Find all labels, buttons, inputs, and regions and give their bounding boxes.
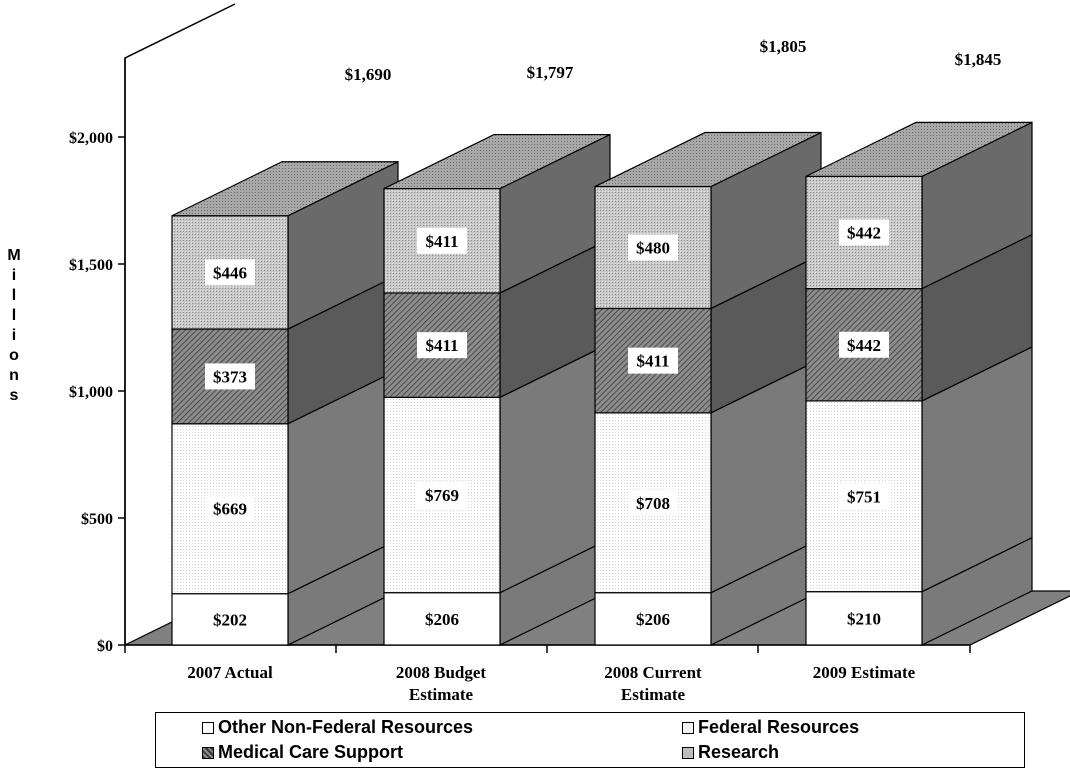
data-label-box-medical-care-support-2009-estimate: [839, 331, 889, 358]
legend-label-research: Research: [698, 742, 780, 762]
data-label-medical-care-support-2009-estimate: $442: [847, 336, 881, 355]
total-label-2008-current-estimate: $1,805: [760, 37, 807, 56]
y-tick-label-3: $1,500: [69, 257, 113, 274]
data-label-box-research-2008-current-estimate: [628, 234, 678, 261]
y-tick-label-0: $0: [97, 638, 113, 655]
legend-label-federal: Federal Resources: [698, 717, 860, 737]
legend-item-research: Research: [682, 742, 779, 763]
data-label-box-research-2007-actual: [205, 259, 255, 286]
legend-swatch-federal: [682, 721, 694, 734]
category-label-2008-current-estimate-line-1: Estimate: [621, 685, 686, 704]
y-axis-label-letter-0: M: [7, 247, 20, 264]
y-axis-label-letter-4: i: [12, 327, 16, 344]
data-label-other-non-federal-resources-2008-current-estimate: $206: [636, 610, 670, 629]
y-tick-label-2: $1,000: [69, 384, 113, 401]
data-label-medical-care-support-2007-actual: $373: [213, 367, 247, 386]
bar-other-non-federal-resources-2009-estimate: [805, 591, 923, 646]
data-label-box-medical-care-support-2007-actual: [205, 363, 255, 390]
data-label-other-non-federal-resources-2008-budget-estimate: $206: [425, 610, 459, 629]
category-label-2008-budget-estimate-line-0: 2008 Budget: [396, 663, 487, 682]
data-label-research-2008-current-estimate: $480: [636, 238, 670, 257]
data-label-box-federal-resources-2007-actual: [205, 495, 255, 522]
category-label-2009-estimate: 2009 Estimate: [813, 663, 916, 682]
legend: Other Non-Federal Resources Federal Reso…: [155, 712, 1025, 768]
y-tick-label-1: $500: [81, 511, 113, 528]
data-label-box-research-2009-estimate: [839, 219, 889, 246]
legend-label-other-non-federal: Other Non-Federal Resources: [218, 717, 474, 737]
legend-item-other-non-federal: Other Non-Federal Resources: [202, 717, 473, 738]
y-axis-label-letter-3: l: [12, 307, 16, 324]
y-axis-label-letter-5: o: [9, 347, 19, 364]
total-label-2009-estimate: $1,845: [955, 50, 1002, 69]
bar-top-2007-actual: [171, 161, 399, 217]
data-label-other-non-federal-resources-2007-actual: $202: [213, 610, 247, 629]
data-label-research-2008-budget-estimate: $411: [425, 232, 458, 251]
data-label-box-medical-care-support-2008-budget-estimate: [417, 332, 467, 359]
data-label-federal-resources-2008-budget-estimate: $769: [425, 486, 459, 505]
category-label-2008-budget-estimate-line-1: Estimate: [409, 685, 474, 704]
data-label-federal-resources-2007-actual: $669: [213, 500, 247, 519]
total-label-2007-actual: $1,690: [345, 65, 392, 84]
bar-other-non-federal-resources-2007-actual: [171, 593, 289, 646]
legend-swatch-research: [682, 746, 694, 759]
data-label-medical-care-support-2008-budget-estimate: $411: [425, 336, 458, 355]
data-label-research-2009-estimate: $442: [847, 224, 881, 243]
bar-top-2008-current-estimate: [594, 131, 822, 188]
data-label-box-federal-resources-2009-estimate: [839, 483, 889, 510]
bar-top-2008-budget-estimate: [383, 133, 611, 190]
data-label-other-non-federal-resources-2009-estimate: $210: [847, 609, 881, 628]
bar-other-non-federal-resources-2008-budget-estimate: [383, 592, 501, 646]
y-tick-label-4: $2,000: [69, 130, 113, 147]
data-label-federal-resources-2009-estimate: $751: [847, 487, 881, 506]
data-label-box-research-2008-budget-estimate: [417, 227, 467, 254]
data-label-box-federal-resources-2008-current-estimate: [628, 489, 678, 516]
y-axis-label-letter-2: l: [12, 287, 16, 304]
data-label-research-2007-actual: $446: [213, 263, 247, 282]
y-axis-label-letter-7: s: [10, 387, 19, 404]
legend-swatch-other-non-federal: [202, 721, 214, 734]
bar-other-non-federal-resources-2008-current-estimate: [594, 592, 712, 646]
y-axis-label-letter-6: n: [9, 367, 19, 384]
data-label-box-medical-care-support-2008-current-estimate: [628, 347, 678, 374]
data-label-federal-resources-2008-current-estimate: $708: [636, 494, 670, 513]
y-axis-label-letter-1: i: [12, 267, 16, 284]
legend-item-federal: Federal Resources: [682, 717, 859, 738]
data-label-box-federal-resources-2008-budget-estimate: [417, 482, 467, 509]
legend-label-medical-care: Medical Care Support: [218, 742, 404, 762]
category-label-2008-current-estimate-line-0: 2008 Current: [604, 663, 702, 682]
legend-item-medical-care: Medical Care Support: [202, 742, 403, 763]
category-label-2007-actual: 2007 Actual: [187, 663, 273, 682]
legend-swatch-medical-care: [202, 746, 214, 759]
data-label-medical-care-support-2008-current-estimate: $411: [636, 352, 669, 371]
bar-top-2009-estimate: [805, 121, 1033, 177]
total-label-2008-budget-estimate: $1,797: [527, 63, 574, 82]
